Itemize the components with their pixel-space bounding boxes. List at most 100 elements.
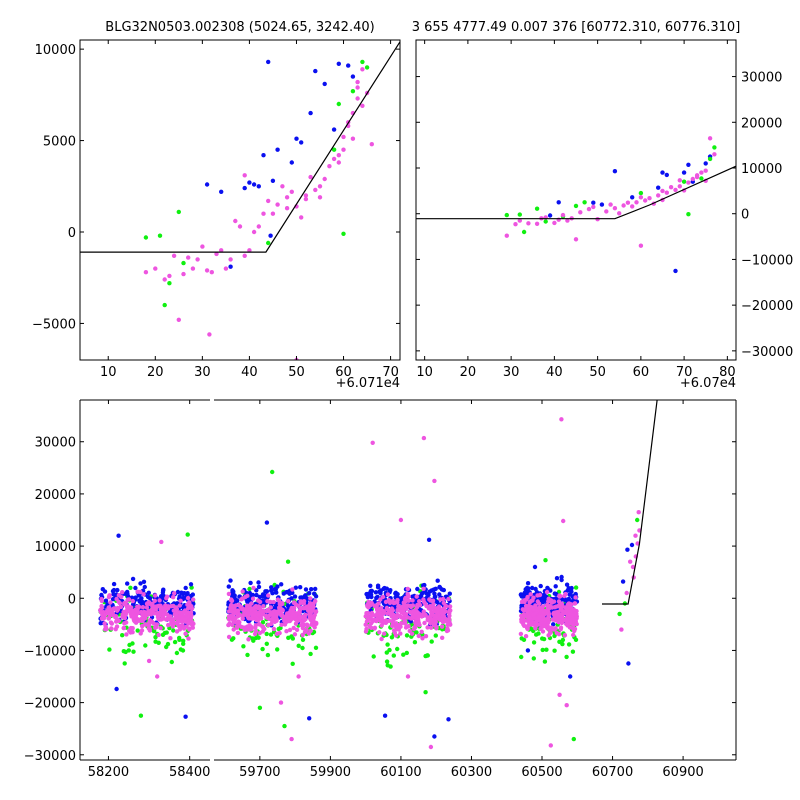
bottom-point-blue — [146, 590, 151, 595]
bottom-point-green — [120, 633, 125, 638]
top-left-model-line — [80, 41, 400, 253]
top-left-point-pink — [256, 224, 261, 229]
bottom-point-pink — [298, 599, 304, 604]
top-left-point-blue — [228, 264, 233, 269]
bottom-point-green — [290, 661, 295, 666]
bottom-outlier-green — [285, 559, 291, 564]
bottom-event-point-pink — [628, 559, 633, 564]
bottom-point-pink — [237, 620, 242, 625]
bottom-point-blue — [269, 588, 274, 593]
bottom-point-pink — [226, 591, 232, 597]
bottom-point-pink — [112, 606, 117, 611]
bottom-point-pink — [178, 598, 183, 603]
bottom-point-pink — [447, 604, 453, 609]
bottom-point-pink — [101, 616, 106, 621]
top-left-point-pink — [181, 271, 186, 277]
top-left-point-green — [167, 281, 172, 286]
bottom-point-green — [429, 639, 434, 644]
top-left-point-green — [162, 302, 167, 308]
bottom-point-green — [395, 646, 400, 652]
bottom-point-pink — [419, 629, 424, 634]
bottom-point-green — [552, 633, 557, 639]
bottom-point-pink — [186, 621, 191, 626]
bottom-point-blue — [182, 591, 187, 596]
bottom-point-pink — [410, 615, 415, 620]
bottom-point-green — [433, 633, 438, 638]
top-left-point-blue — [331, 127, 337, 132]
top-right-point-pink — [621, 203, 626, 208]
bottom-point-blue — [298, 595, 303, 600]
bottom-point-blue — [530, 585, 535, 591]
bottom-point-blue — [247, 590, 252, 596]
bottom-point-pink — [288, 617, 294, 622]
bottom-point-pink — [518, 631, 524, 637]
bottom-point-green — [275, 647, 280, 652]
bottom-point-green — [164, 644, 169, 650]
top-left-point-green — [360, 59, 365, 65]
bottom-point-blue — [233, 597, 238, 602]
bottom-point-pink — [556, 613, 561, 618]
bottom-outlier-blue — [114, 686, 119, 692]
bottom-point-pink — [121, 609, 126, 615]
bottom-point-pink — [274, 611, 279, 616]
top-left-point-green — [176, 209, 181, 215]
bottom-point-pink — [531, 595, 536, 600]
bottom-point-pink — [568, 620, 573, 625]
top-left-point-pink — [327, 164, 332, 169]
bottom-point-pink — [156, 632, 161, 638]
top-left-xtick-label: 10 — [100, 365, 117, 380]
bottom-point-pink — [390, 608, 395, 613]
bottom-point-blue — [256, 584, 262, 590]
bottom-point-pink — [234, 624, 240, 629]
bottom-point-blue — [228, 578, 233, 583]
top-left-plot-area — [80, 41, 400, 360]
bottom-point-pink — [396, 627, 401, 632]
bottom-point-pink — [544, 589, 550, 595]
bottom-point-pink — [572, 601, 577, 606]
bottom-plot-area-0 — [98, 532, 196, 719]
bottom-point-pink — [169, 620, 174, 625]
bottom-point-green — [296, 643, 301, 648]
bottom-ytick-label: 20000 — [35, 488, 76, 503]
bottom-point-green — [268, 632, 274, 637]
bottom-point-green — [544, 647, 549, 652]
bottom-outlier-pink — [289, 736, 294, 742]
bottom-point-pink — [415, 610, 420, 615]
bottom-point-pink — [417, 602, 423, 608]
top-right-point-pink — [612, 206, 618, 211]
bottom-point-pink — [432, 622, 438, 627]
bottom-point-pink — [116, 599, 121, 604]
bottom-point-pink — [232, 609, 238, 615]
bottom-point-pink — [144, 605, 150, 610]
top-right-point-pink — [534, 221, 540, 226]
bottom-point-blue — [102, 589, 108, 594]
bottom-point-pink — [168, 614, 173, 619]
bottom-point-pink — [395, 612, 400, 618]
bottom-point-pink — [242, 627, 247, 633]
bottom-point-green — [174, 650, 180, 656]
bottom-point-blue — [303, 587, 309, 592]
bottom-point-pink — [269, 621, 274, 627]
bottom-point-pink — [253, 623, 258, 628]
bottom-point-blue — [183, 585, 188, 591]
top-right-point-pink — [638, 195, 644, 200]
bottom-point-pink — [235, 630, 241, 636]
bottom-point-pink — [226, 609, 232, 614]
bottom-point-blue — [538, 583, 543, 589]
bottom-point-pink — [266, 593, 271, 598]
bottom-point-pink — [552, 627, 557, 632]
bottom-point-blue — [141, 579, 147, 584]
bottom-event-point-pink — [624, 590, 629, 596]
top-right-point-green — [521, 229, 527, 235]
bottom-point-green — [313, 645, 319, 650]
bottom-point-pink — [136, 610, 141, 616]
bottom-point-green — [152, 628, 157, 634]
bottom-point-pink — [409, 631, 415, 636]
bottom-outlier-green — [185, 532, 190, 537]
bottom-point-pink — [423, 634, 429, 639]
top-left-point-pink — [223, 266, 229, 271]
bottom-point-pink — [447, 613, 452, 618]
bottom-point-pink — [372, 626, 377, 631]
bottom-point-pink — [445, 626, 450, 631]
bottom-point-green — [425, 653, 430, 658]
